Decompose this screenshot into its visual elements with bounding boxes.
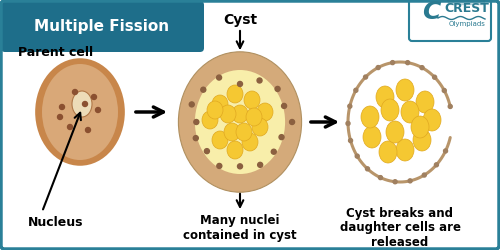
Ellipse shape — [178, 52, 302, 192]
Ellipse shape — [361, 106, 379, 128]
Ellipse shape — [252, 118, 268, 136]
Ellipse shape — [42, 64, 118, 160]
Circle shape — [354, 88, 358, 92]
Text: Multiple Fission: Multiple Fission — [34, 18, 170, 34]
Ellipse shape — [379, 141, 397, 163]
Ellipse shape — [227, 141, 243, 159]
Circle shape — [272, 149, 276, 154]
Circle shape — [58, 114, 62, 119]
Circle shape — [346, 122, 350, 126]
Ellipse shape — [244, 91, 260, 109]
Ellipse shape — [242, 133, 258, 151]
Ellipse shape — [220, 105, 236, 123]
Ellipse shape — [401, 101, 419, 123]
Circle shape — [96, 108, 100, 112]
Ellipse shape — [381, 99, 399, 121]
Circle shape — [390, 60, 394, 64]
Circle shape — [86, 128, 90, 132]
Circle shape — [348, 138, 352, 142]
Ellipse shape — [376, 86, 394, 108]
Circle shape — [194, 120, 199, 124]
Ellipse shape — [386, 121, 404, 143]
Circle shape — [204, 149, 210, 154]
Circle shape — [355, 154, 359, 158]
Circle shape — [406, 61, 409, 65]
Circle shape — [420, 66, 424, 70]
Circle shape — [194, 136, 198, 140]
Circle shape — [434, 163, 438, 167]
Text: Many nuclei
contained in cyst: Many nuclei contained in cyst — [183, 214, 297, 242]
Ellipse shape — [224, 123, 240, 141]
Circle shape — [290, 120, 294, 124]
Circle shape — [190, 102, 194, 107]
Ellipse shape — [227, 85, 243, 103]
Circle shape — [216, 75, 222, 80]
Circle shape — [82, 102, 87, 106]
Circle shape — [432, 75, 436, 79]
Ellipse shape — [72, 91, 92, 117]
Ellipse shape — [212, 95, 228, 113]
Ellipse shape — [212, 131, 228, 149]
Ellipse shape — [236, 123, 252, 141]
Circle shape — [60, 104, 64, 110]
Ellipse shape — [413, 129, 431, 151]
Circle shape — [257, 78, 262, 83]
Text: Olympiads: Olympiads — [448, 21, 486, 27]
Circle shape — [442, 88, 446, 92]
Circle shape — [448, 104, 452, 108]
Ellipse shape — [232, 105, 248, 123]
Circle shape — [68, 124, 72, 130]
Text: Parent cell: Parent cell — [18, 46, 93, 59]
Ellipse shape — [396, 79, 414, 101]
Ellipse shape — [423, 109, 441, 131]
Circle shape — [444, 149, 448, 153]
Text: Nucleus: Nucleus — [28, 216, 84, 228]
Circle shape — [217, 164, 222, 168]
Circle shape — [348, 104, 352, 108]
Circle shape — [258, 162, 262, 167]
Ellipse shape — [202, 111, 218, 129]
Circle shape — [364, 75, 368, 79]
Circle shape — [279, 135, 284, 140]
Ellipse shape — [207, 101, 223, 119]
Circle shape — [378, 176, 382, 180]
Circle shape — [72, 90, 78, 94]
Text: Cyst breaks and
daughter cells are
released: Cyst breaks and daughter cells are relea… — [340, 206, 460, 250]
Circle shape — [238, 164, 242, 169]
Circle shape — [238, 82, 242, 86]
Ellipse shape — [411, 116, 429, 138]
Text: C: C — [422, 0, 440, 24]
Ellipse shape — [246, 108, 262, 126]
Circle shape — [275, 86, 280, 92]
Ellipse shape — [363, 126, 381, 148]
Ellipse shape — [35, 58, 125, 166]
Circle shape — [282, 104, 286, 108]
FancyBboxPatch shape — [409, 0, 491, 41]
Text: CREST: CREST — [444, 2, 490, 15]
Circle shape — [422, 173, 426, 177]
Ellipse shape — [257, 103, 273, 121]
Ellipse shape — [416, 91, 434, 113]
Circle shape — [408, 179, 412, 183]
FancyBboxPatch shape — [1, 1, 204, 52]
Circle shape — [376, 66, 380, 70]
Circle shape — [92, 94, 96, 100]
Circle shape — [366, 167, 370, 171]
Circle shape — [201, 87, 206, 92]
Ellipse shape — [195, 70, 285, 174]
Ellipse shape — [396, 139, 414, 161]
Text: Cyst: Cyst — [223, 13, 257, 27]
Circle shape — [393, 180, 397, 184]
